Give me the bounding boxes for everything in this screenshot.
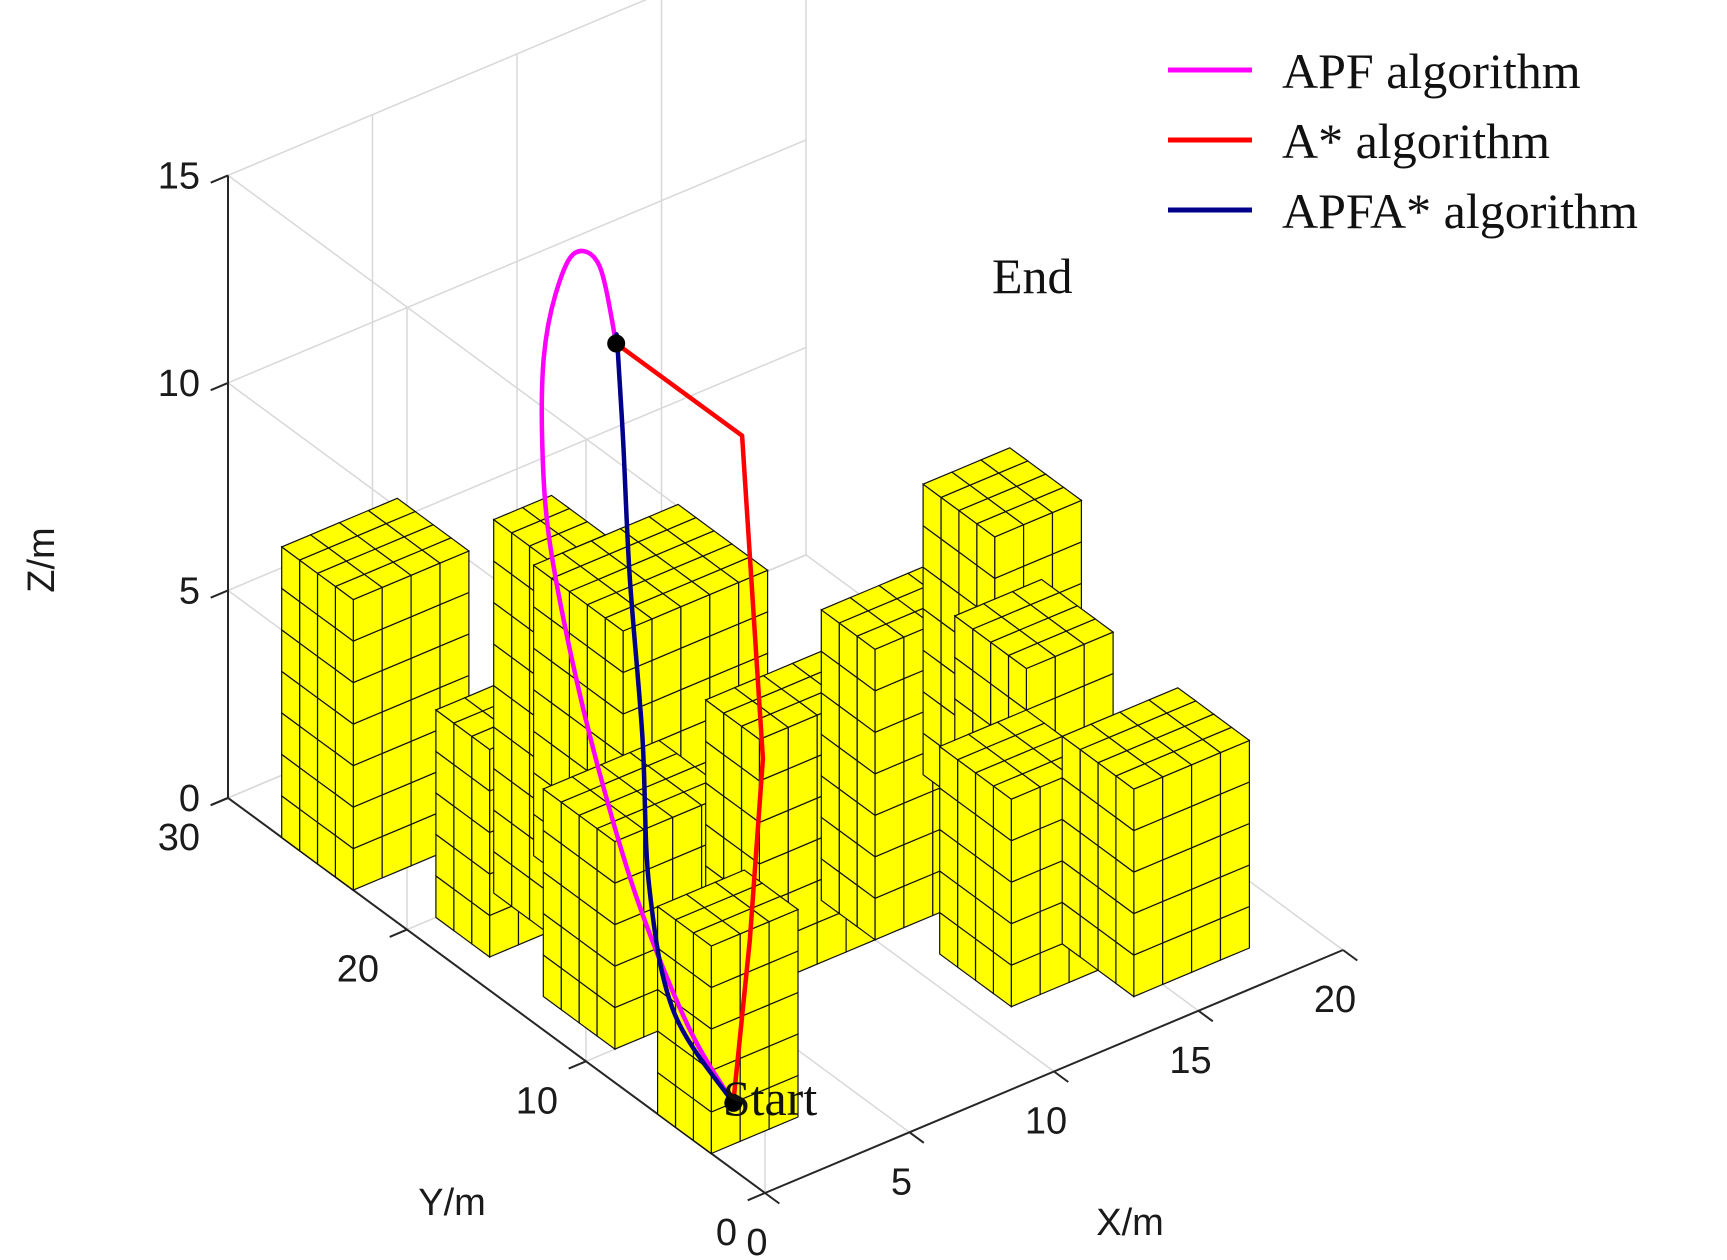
z-tick-mark <box>210 589 229 599</box>
x-tick-mark <box>1342 949 1358 962</box>
x-axis-label: X/m <box>1096 1202 1164 1244</box>
obstacle-cell <box>996 709 1046 737</box>
legend: APF algorithm A* algorithm APFA* algorit… <box>1168 43 1638 239</box>
legend-label-apfastar: APFA* algorithm <box>1282 183 1638 239</box>
obstacle-cell <box>647 503 698 531</box>
path-apf <box>539 248 736 1106</box>
x-tick-label: 20 <box>1314 979 1356 1021</box>
y-tick-mark <box>568 1060 587 1070</box>
z-tick-mark <box>210 381 229 392</box>
y-tick-label: 0 <box>716 1212 737 1254</box>
start-label: Start <box>723 1070 818 1126</box>
y-tick-label: 20 <box>337 949 379 991</box>
x-tick-label: 10 <box>1025 1101 1067 1143</box>
x-tick-mark <box>1053 1070 1069 1083</box>
path-astar <box>613 341 766 1106</box>
obstacle <box>938 709 1100 1008</box>
y-tick-mark <box>747 1192 766 1202</box>
path-apfastar <box>613 332 736 1106</box>
obstacle-layer <box>280 447 1251 1155</box>
z-tick-mark <box>210 796 229 807</box>
obstacle-cell <box>1011 578 1061 606</box>
x-tick-mark <box>1197 1009 1214 1023</box>
gridline-z-back <box>227 0 648 177</box>
z-tick-mark <box>210 174 229 184</box>
legend-label-astar: A* algorithm <box>1282 113 1550 169</box>
x-tick-label: 15 <box>1169 1040 1211 1082</box>
y-tick-label: 10 <box>516 1080 558 1122</box>
z-tick-label: 15 <box>158 155 200 197</box>
obstacle-cell <box>367 497 417 525</box>
x-tick-mark <box>764 1192 780 1205</box>
x-tick-label: 0 <box>746 1222 767 1260</box>
x-tick-mark <box>908 1131 925 1144</box>
legend-label-apf: APF algorithm <box>1282 43 1581 99</box>
gridline-z-side <box>227 174 766 572</box>
obstacle <box>656 869 800 1155</box>
z-tick-label: 5 <box>179 570 200 612</box>
marker-layer <box>607 334 743 1112</box>
x-tick-label: 5 <box>891 1161 912 1203</box>
y-tick-label: 30 <box>158 817 200 859</box>
z-tick-label: 0 <box>179 778 200 820</box>
z-tick-label: 10 <box>158 363 200 405</box>
obstacle <box>1060 687 1251 998</box>
path-layer <box>539 248 766 1106</box>
end-label: End <box>992 248 1073 304</box>
obstacle-cell <box>1147 687 1197 714</box>
start-marker <box>724 1093 743 1112</box>
obstacle-cell <box>979 447 1029 474</box>
y-tick-mark <box>389 928 408 938</box>
end-marker <box>607 334 626 353</box>
z-axis-label: Z/m <box>21 527 63 592</box>
y-axis-label: Y/m <box>418 1182 486 1224</box>
